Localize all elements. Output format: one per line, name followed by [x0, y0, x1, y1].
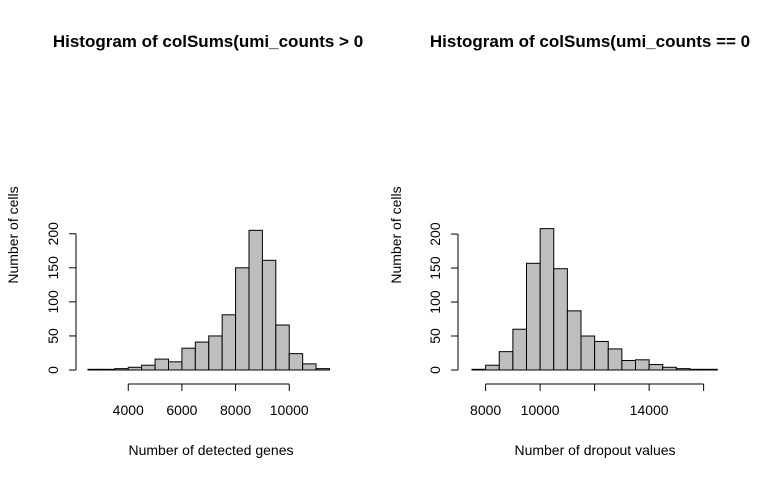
panel-dropout-values: Histogram of colSums(umi_counts == 0 Num…: [388, 32, 750, 458]
panel1-y-tick-label: 200: [45, 222, 61, 246]
panel2-y-axis-label: Number of cells: [388, 186, 404, 283]
panel1-bar: [248, 229, 263, 371]
panel2-y-tick-label: 0: [427, 366, 443, 374]
panel1-bar: [275, 324, 290, 371]
panel2-y-tick-label: 200: [427, 222, 443, 246]
panel2-bar: [512, 328, 528, 371]
panel2-bar: [526, 262, 541, 371]
panel1-bar: [221, 314, 237, 371]
panel2-bar: [471, 368, 487, 371]
panel2-bar: [621, 359, 637, 371]
panel2-bar: [689, 368, 705, 371]
panel1-bar: [87, 368, 102, 371]
panel1-bar: [235, 267, 250, 371]
panel2-bar: [607, 348, 623, 371]
panel2-bar: [648, 364, 664, 371]
panel1-x-tick-label: 6000: [166, 402, 197, 418]
panel1-y-tick-label: 100: [45, 290, 61, 314]
panel1-x-axis-label: Number of detected genes: [129, 442, 294, 458]
panel2-bar: [580, 335, 596, 371]
panel2-x-axis: 8000 10000 14000: [470, 383, 705, 418]
panel1-bar: [100, 368, 116, 371]
panel2-bar: [635, 359, 650, 371]
panel2-title: Histogram of colSums(umi_counts == 0: [430, 32, 750, 51]
panel1-bar: [208, 335, 223, 371]
panel1-x-axis: 4000 6000 8000 10000: [113, 383, 309, 418]
panel2-bar: [566, 310, 582, 371]
panel1-y-tick-label: 0: [45, 366, 61, 374]
panel-detected-genes: Histogram of colSums(umi_counts > 0 Numb…: [5, 32, 363, 458]
panel2-bar: [553, 268, 568, 371]
panel1-y-axis: 0 50 100 150 200: [45, 222, 77, 374]
panel2-y-axis: 0 50 100 150 200: [427, 222, 459, 374]
panel2-bar: [675, 368, 691, 371]
panel2-y-tick-label: 100: [427, 290, 443, 314]
panel1-bar: [114, 368, 129, 371]
panel2-y-tick-label: 150: [427, 256, 443, 280]
panel1-bar: [194, 341, 210, 371]
panel1-bar: [168, 361, 183, 371]
panel1-x-tick-label: 4000: [113, 402, 144, 418]
panel1-bar: [302, 363, 317, 371]
panel1-bar: [154, 358, 170, 371]
panel1-bar: [141, 364, 156, 371]
panel1-bar: [127, 366, 143, 371]
panel2-x-tick-label: 8000: [470, 402, 501, 418]
panel2-bar: [662, 366, 677, 371]
panel1-x-tick-label: 8000: [220, 402, 251, 418]
panel2-x-tick-label: 14000: [630, 402, 669, 418]
panel1-y-tick-label: 50: [45, 328, 61, 344]
panel2-x-tick-label: 10000: [521, 402, 560, 418]
panel1-y-axis-label: Number of cells: [5, 186, 21, 283]
panel1-bar: [288, 353, 304, 371]
panel1-title: Histogram of colSums(umi_counts > 0: [53, 32, 363, 51]
panel1-bar: [181, 347, 196, 371]
panel1-y-tick-label: 150: [45, 256, 61, 280]
panel2-bar: [703, 368, 718, 371]
panel2-x-axis-label: Number of dropout values: [514, 442, 675, 458]
panel2-bar: [594, 340, 609, 371]
panel2-bar: [498, 351, 514, 371]
panel1-bar: [261, 259, 277, 371]
panel2-bar: [485, 364, 500, 371]
panel2-bars: [471, 228, 718, 371]
panel1-bar: [315, 368, 330, 371]
panel1-bars: [87, 229, 330, 371]
panel1-x-tick-label: 10000: [270, 402, 309, 418]
panel2-y-tick-label: 50: [427, 328, 443, 344]
panel2-bar: [539, 228, 555, 371]
